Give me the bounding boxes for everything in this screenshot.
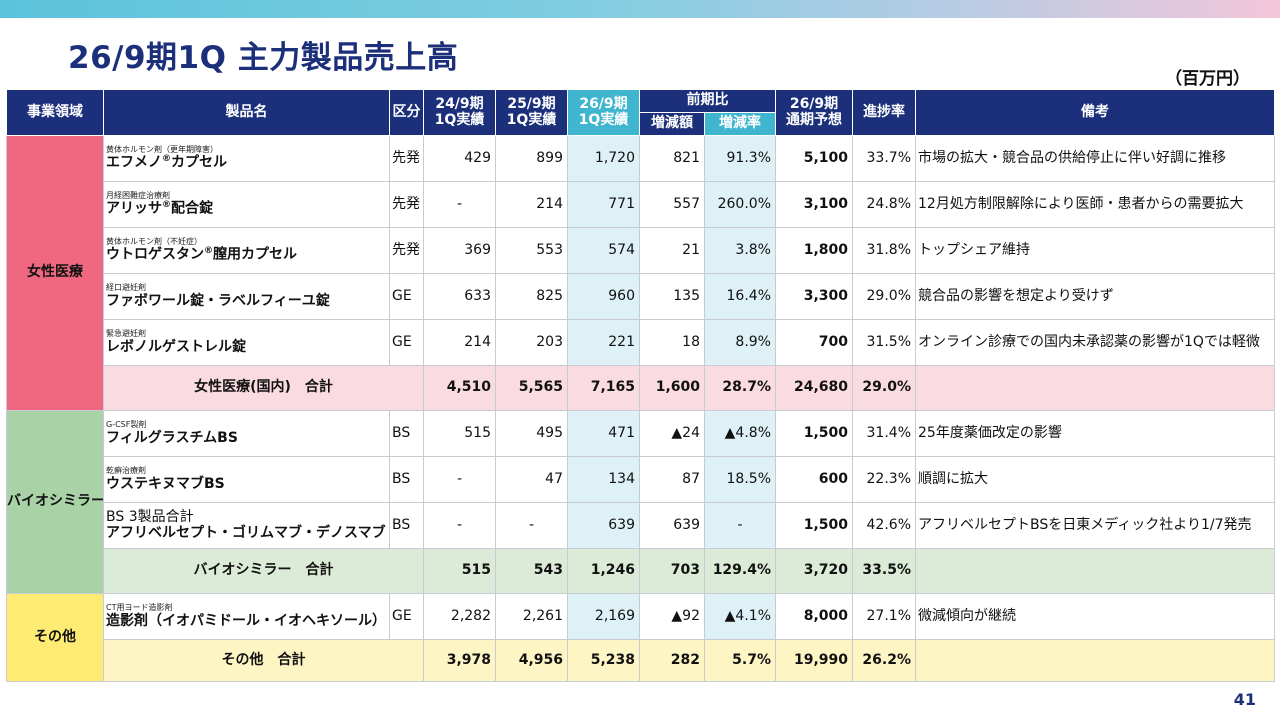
- table-row: 月経困難症治療剤 アリッサ®配合錠 先発 - 214 771 557 260.0%…: [7, 181, 1275, 228]
- table-row: BS 3製品合計 アフリベルセプト・ゴリムマブ・デノスマブ BS - - 639 …: [7, 502, 1275, 549]
- table-row: 女性医療 黄体ホルモン剤（更年期障害） エフメノ®カプセル 先発 429 899 …: [6, 135, 1275, 411]
- header-segment: 事業領域: [6, 89, 104, 136]
- segment-bio: バイオシミラー: [6, 410, 104, 594]
- sales-table: 事業領域 製品名 区分 24/9期 1Q実績 25/9期 1Q実績 26/9期 1Q実…: [6, 89, 1275, 682]
- table-row: バイオシミラー G-CSF製剤 フィルグラスチムBS BS 515 495 471…: [6, 410, 1275, 594]
- header-fy24: 24/9期 1Q実績: [423, 89, 496, 136]
- segment-other: その他: [6, 593, 104, 682]
- product-cell: CT用ヨード造影剤 造影剤（イオパミドール・イオヘキソール）: [103, 593, 390, 640]
- table-row: 黄体ホルモン剤（不妊症） ウトロゲスタン®膣用カプセル 先発 369 553 57…: [7, 227, 1275, 274]
- table-row: 乾癬治療剤 ウステキヌマブBS BS - 47 134 87 18.5% 600 …: [7, 456, 1275, 503]
- page-number: 41: [1233, 690, 1256, 709]
- subtotal-row-womens: 女性医療(国内) 合計 4,510 5,565 7,165 1,600 28.7…: [7, 365, 1275, 411]
- header-notes: 備考: [915, 89, 1275, 136]
- product-cell: 経口避妊剤 ファボワール錠・ラベルフィーユ錠: [103, 273, 390, 320]
- header-diff: 増減額: [639, 112, 705, 136]
- table-row: 経口避妊剤 ファボワール錠・ラベルフィーユ錠 GE 633 825 960 135…: [7, 273, 1275, 320]
- header-yoy: 前期比: [639, 89, 776, 113]
- page-title: 26/9期1Q 主力製品売上高: [68, 40, 459, 76]
- product-cell: 月経困難症治療剤 アリッサ®配合錠: [103, 181, 390, 228]
- table-row: その他 CT用ヨード造影剤 造影剤（イオパミドール・イオヘキソール） GE 2,2…: [6, 593, 1275, 682]
- header-rate: 増減率: [704, 112, 776, 136]
- product-cell: G-CSF製剤 フィルグラスチムBS: [103, 410, 390, 457]
- product-cell: BS 3製品合計 アフリベルセプト・ゴリムマブ・デノスマブ: [103, 502, 390, 549]
- unit-label: （百万円）: [1165, 69, 1250, 89]
- segment-womens: 女性医療: [6, 135, 104, 411]
- product-cell: 緊急避妊剤 レボノルゲストレル錠: [103, 319, 390, 366]
- product-cell: 乾癬治療剤 ウステキヌマブBS: [103, 456, 390, 503]
- product-cell: 黄体ホルモン剤（不妊症） ウトロゲスタン®膣用カプセル: [103, 227, 390, 274]
- top-gradient-bar: [0, 0, 1280, 18]
- header-progress: 進捗率: [852, 89, 916, 136]
- header-category: 区分: [389, 89, 424, 136]
- product-cell: 黄体ホルモン剤（更年期障害） エフメノ®カプセル: [103, 135, 390, 182]
- header-forecast: 26/9期 通期予想: [775, 89, 853, 136]
- header-product: 製品名: [103, 89, 390, 136]
- table-row: 緊急避妊剤 レボノルゲストレル錠 GE 214 203 221 18 8.9% 7…: [7, 319, 1275, 366]
- subtotal-row-bio: バイオシミラー 合計 515 543 1,246 703 129.4% 3,72…: [7, 548, 1275, 594]
- subtotal-row-other: その他 合計 3,978 4,956 5,238 282 5.7% 19,990…: [7, 639, 1275, 682]
- header-fy26: 26/9期 1Q実績: [567, 89, 640, 136]
- header-fy25: 25/9期 1Q実績: [495, 89, 568, 136]
